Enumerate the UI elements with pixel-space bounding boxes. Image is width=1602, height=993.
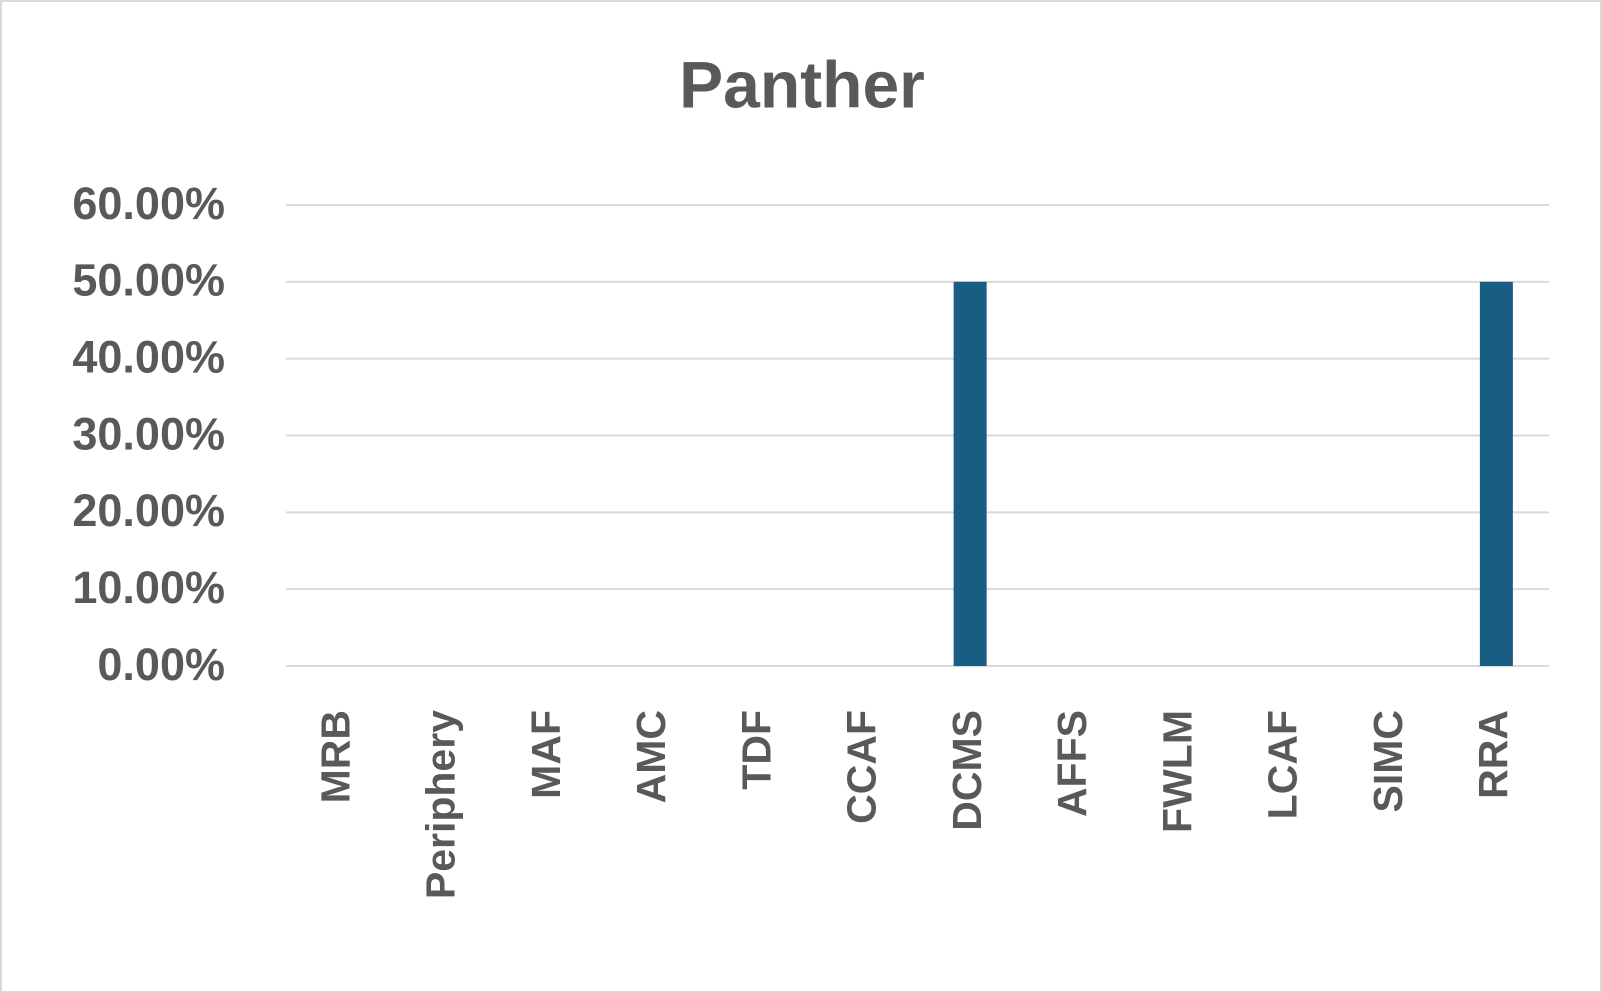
x-tick-label: TDF	[733, 710, 779, 790]
y-tick-label: 0.00%	[97, 639, 225, 690]
x-tick-label: DCMS	[944, 710, 990, 831]
y-tick-label: 20.00%	[72, 485, 225, 536]
x-tick-label: MRB	[312, 710, 358, 803]
x-tick-label: FWLM	[1154, 710, 1200, 833]
x-tick-label: CCAF	[839, 710, 885, 824]
x-tick-label: Periphery	[418, 710, 464, 899]
bar	[1479, 281, 1513, 666]
x-tick-label: AFFS	[1049, 710, 1095, 817]
y-tick-label: 50.00%	[72, 255, 225, 306]
y-tick-label: 60.00%	[72, 178, 225, 229]
x-tick-label: SIMC	[1365, 710, 1411, 813]
x-tick-label: MAF	[523, 710, 569, 799]
chart-title: Panther	[679, 47, 925, 121]
y-tick-label: 10.00%	[72, 562, 225, 613]
x-tick-label: LCAF	[1260, 710, 1306, 819]
y-tick-label: 30.00%	[72, 408, 225, 459]
x-tick-label: AMC	[628, 710, 674, 803]
x-tick-label: RRA	[1470, 710, 1516, 799]
bar	[953, 281, 987, 666]
y-tick-label: 40.00%	[72, 332, 225, 383]
